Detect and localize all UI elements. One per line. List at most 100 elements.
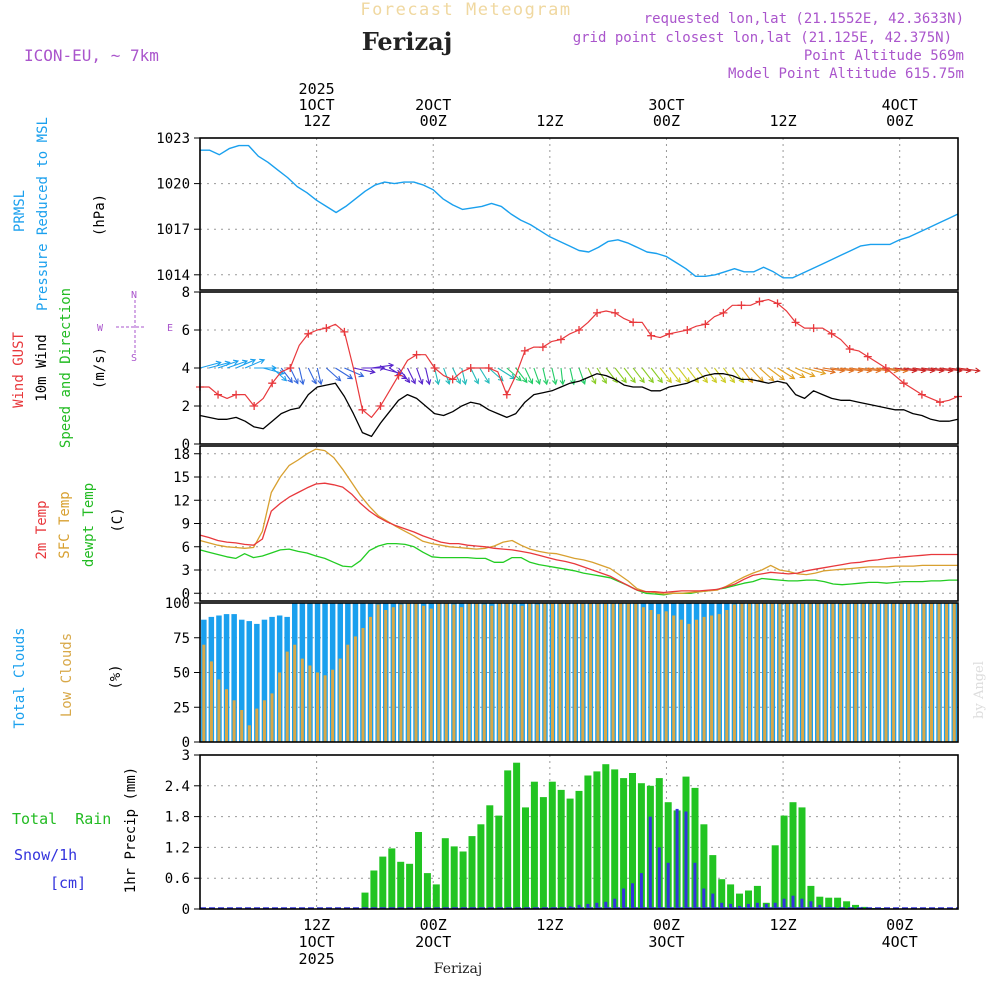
top-time-label: 2OCT [415,96,451,114]
wind-direction-arrowhead [580,378,587,385]
temperature-frame [199,445,959,602]
clouds-ytick-label: 50 [173,666,190,682]
low-clouds-bar [778,603,782,742]
wind-direction-arrowhead [612,377,618,384]
wind-gust-marker [611,308,620,317]
pressure-msl-label: Pressure Reduced to MSL [35,117,51,311]
rain-bar [397,861,405,909]
low-clouds-bar [505,603,509,742]
rain-bar [745,890,752,909]
wind-gust-marker [593,308,602,317]
clouds-ytick-label: 0 [182,735,190,751]
low-clouds-bar [513,604,517,742]
low-clouds-bar [460,607,463,742]
low-clouds-label: Low Clouds [59,633,75,717]
wind-direction-arrowhead [259,358,266,365]
wind-direction-arrow [614,367,627,383]
wind-gust-marker [250,402,259,410]
low-clouds-bar [217,679,221,742]
low-clouds-bar [914,603,918,742]
rain-bar [789,802,797,909]
wind-direction-arrowhead [666,377,672,384]
wind-direction-arrow [650,367,663,383]
wind-direction-arrow [533,367,541,385]
low-clouds-bar [490,605,494,742]
top-time-label: 4OCT [882,96,918,114]
snow-bar [613,898,617,909]
wind-direction-arrowhead [455,378,461,385]
rain-bar [432,884,440,909]
top-time-label: 00Z [886,112,913,130]
wind-direction-arrow [641,367,654,383]
wind-direction-arrow [822,367,845,372]
wind-ytick-label: 6 [182,323,190,339]
low-clouds-bar [278,672,282,742]
wind-gust-marker [394,371,403,380]
rain-bar [629,773,636,909]
wind-direction-arrowhead [711,377,717,384]
snow-bar [702,888,706,909]
low-clouds-bar [785,603,789,742]
snow-bar [738,905,741,909]
clouds-ytick-label: 25 [173,700,190,716]
clouds-ytick-label: 100 [165,596,190,612]
wind-direction-arrowhead [418,378,424,385]
rain-bar [370,870,378,909]
precip-ytick-label: 2.4 [165,779,190,795]
low-clouds-bar [444,603,448,742]
wind-direction-arrowhead [299,379,305,386]
hpa-label: (hPa) [92,194,108,236]
precip-mm-label: 1hr Precip (mm) [123,767,139,893]
low-clouds-bar [604,603,607,742]
bottom-time-label: 12Z [770,916,797,934]
wind-direction-arrow [425,367,430,385]
wind-direction-arrowhead [630,377,636,384]
total-clouds-bar [246,621,252,742]
bottom-time-label: 2025 [299,950,335,968]
wind-direction-arrow [912,367,935,372]
wind-gust-marker [881,364,890,372]
top-time-label: 00Z [653,112,680,130]
clouds-ylabels: Total Clouds Low Clouds (%) [12,627,124,728]
wind-direction-arrowhead [215,360,222,367]
rain-bar [486,805,494,909]
pressure-ytick-label: 1023 [156,131,190,147]
cm-label: [cm] [50,874,86,892]
speed-direction-label: Speed and Direction [58,288,74,448]
low-clouds-bar [255,708,259,742]
temperature-ylabels: 2m Temp SFC Temp dewpt Temp (C) [34,483,126,567]
wind-direction-arrowhead [335,375,342,382]
bottom-time-label: 1OCT [299,933,335,951]
snow-bar [595,902,599,909]
rain-bar [753,885,761,909]
pressure-line [200,144,959,279]
wind-gust-marker [719,308,728,317]
wind-compass: W E N S [97,290,173,364]
low-clouds-bar [497,603,501,742]
low-clouds-bar [406,603,410,742]
pressure-panel: 1014 1017 1020 1023 [156,131,959,291]
closest-grid-point: grid point closest lon,lat (21.125E, 42.… [573,30,952,46]
low-clouds-bar [520,605,524,742]
compass-north: N [131,290,137,301]
rain-bar [468,836,476,909]
wind-gust-marker [629,318,638,327]
wind-direction-arrow [704,367,717,383]
rain-bar [415,832,422,909]
low-clouds-bar [391,607,395,742]
wind-direction-arrowhead [425,379,432,386]
total-clouds-bar [223,614,230,742]
low-clouds-bar [581,603,585,742]
temperature-panel: 0 3 6 9 12 15 18 [173,445,959,602]
wind-direction-arrowhead [702,377,709,384]
wind-direction-arrow [813,367,836,373]
wind-direction-arrow [759,367,774,382]
wind-ytick-label: 2 [182,399,190,415]
wind-direction-arrow [804,367,826,375]
low-clouds-bar [399,604,403,742]
rain-bar [539,797,547,909]
wind-direction-arrowhead [720,377,727,384]
snow-bar [827,906,831,909]
rain-bar [771,845,779,909]
